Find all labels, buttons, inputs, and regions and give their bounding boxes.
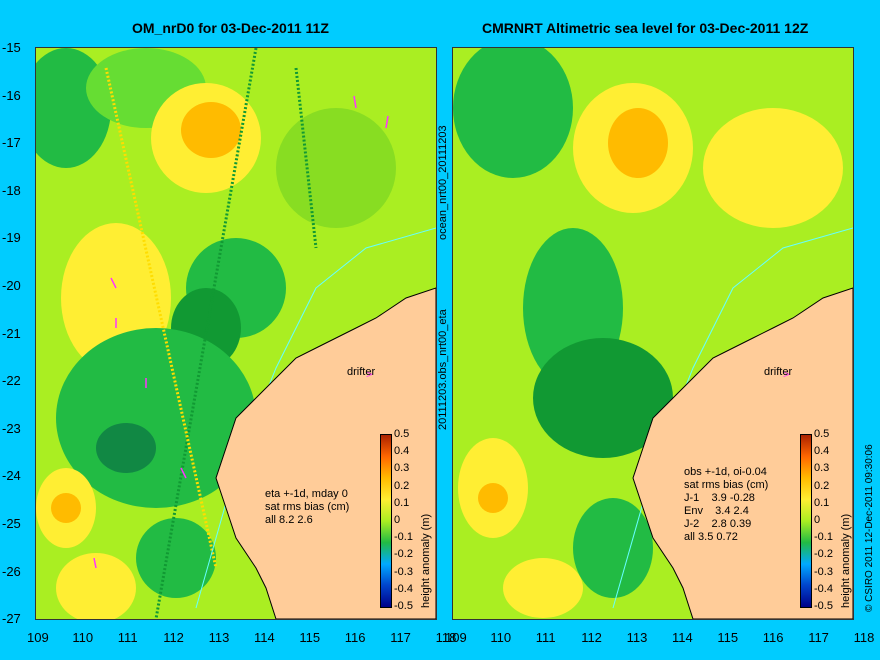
colorbar-tick-label: 0 [814,514,821,526]
left-vertical-label: 20111203.obs_nrt00_eta [437,309,449,430]
x-tick-label: 109 [445,630,467,645]
right-stats: obs +-1d, oi-0.04 sat rms bias (cm) J-1 3.… [684,466,768,544]
stats-line: J-1 3.9 -0.28 [684,492,755,504]
x-tick-label: 115 [717,630,739,645]
colorbar-tick-label: -0.5 [814,600,833,612]
stats-line: obs +-1d, oi-0.04 [684,466,767,478]
colorbar-tick-label: 0.4 [394,445,410,458]
y-tick-label: -18 [2,182,21,198]
x-tick-label: 116 [344,630,366,645]
left-drifter-label: drifter [347,366,376,378]
x-tick-label: 111 [117,630,138,645]
y-tick-label: -21 [2,325,21,341]
y-tick-label: -15 [2,40,21,55]
colorbar-tick-label: -0.2 [814,548,833,561]
colorbar-tick-label: 0.5 [814,428,830,440]
colorbar-tick-label: 0.3 [814,462,830,475]
right-colorbar-label: height anomaly (m) [840,513,852,608]
right-map: > [453,48,853,619]
colorbar-tick-label: 0.1 [394,496,410,509]
svg-text:>: > [366,369,372,381]
stats-line: all 3.5 0.72 [684,531,738,543]
x-tick-label: 114 [254,630,275,645]
right-drifter-label: drifter [764,366,793,378]
x-tick-label: 117 [390,630,411,645]
right-panel-title: CMRNRT Altimetric sea level for 03-Dec-2… [482,20,809,36]
y-tick-label: -27 [2,611,21,627]
y-tick-label: -20 [2,278,21,293]
right-colorbar [800,434,812,608]
colorbar-tick-label: 0.2 [394,479,410,492]
right-vertical-label: ocean_nrt00_20111203 [437,125,449,240]
y-tick-label: -26 [2,563,21,579]
y-tick-label: -22 [2,373,21,389]
x-tick-label: 116 [762,630,784,645]
y-tick-label: -16 [2,87,21,103]
colorbar-tick-label: -0.1 [814,531,833,544]
colorbar-tick-label: -0.5 [394,600,413,612]
colorbar-tick-label: 0 [394,514,401,526]
copyright: © CSIRO 2011 12-Dec-2011 09:30:06 [864,444,875,612]
stats-line: all 8.2 2.6 [265,514,313,526]
svg-text:>: > [783,369,789,381]
x-tick-label: 112 [581,630,602,645]
x-tick-label: 110 [490,630,512,645]
stats-line: Env 3.4 2.4 [684,505,749,517]
left-map-panel: > [35,47,437,620]
right-map-panel: > [452,47,854,620]
left-colorbar-label: height anomaly (m) [420,513,432,608]
y-tick-label: -17 [2,135,21,151]
x-tick-label: 110 [72,630,94,645]
stats-line: sat rms bias (cm) [265,501,350,513]
colorbar-tick-label: -0.4 [814,582,833,595]
left-map: > [36,48,436,619]
colorbar-tick-label: 0.2 [814,479,830,492]
y-tick-label: -19 [2,230,21,246]
x-tick-label: 109 [27,630,49,645]
x-tick-label: 113 [208,630,230,645]
x-tick-label: 111 [535,630,556,645]
colorbar-tick-label: 0.1 [814,496,830,509]
colorbar-tick-label: -0.3 [394,565,413,578]
x-tick-label: 118 [853,630,875,645]
x-tick-label: 118 [435,630,457,645]
y-tick-label: -25 [2,516,21,531]
colorbar-tick-label: -0.1 [394,531,413,544]
colorbar-tick-label: 0.4 [814,445,830,458]
x-tick-label: 112 [163,630,184,645]
x-tick-label: 115 [299,630,321,645]
x-tick-label: 117 [808,630,829,645]
colorbar-tick-label: 0.5 [394,428,410,440]
colorbar-tick-label: -0.2 [394,548,413,561]
stats-line: sat rms bias (cm) [684,479,769,491]
stats-line: eta +-1d, mday 0 [265,488,348,500]
colorbar-tick-label: -0.4 [394,582,413,595]
y-tick-label: -24 [2,468,21,484]
left-stats: eta +-1d, mday 0 sat rms bias (cm) all 8.2… [265,488,349,527]
left-panel-title: OM_nrD0 for 03-Dec-2011 11Z [132,20,329,36]
colorbar-tick-label: -0.3 [814,565,833,578]
colorbar-tick-label: 0.3 [394,462,410,475]
left-colorbar [380,434,392,608]
y-tick-label: -23 [2,420,21,436]
stats-line: J-2 2.8 0.39 [684,518,752,530]
x-tick-label: 113 [626,630,648,645]
x-tick-label: 114 [672,630,693,645]
